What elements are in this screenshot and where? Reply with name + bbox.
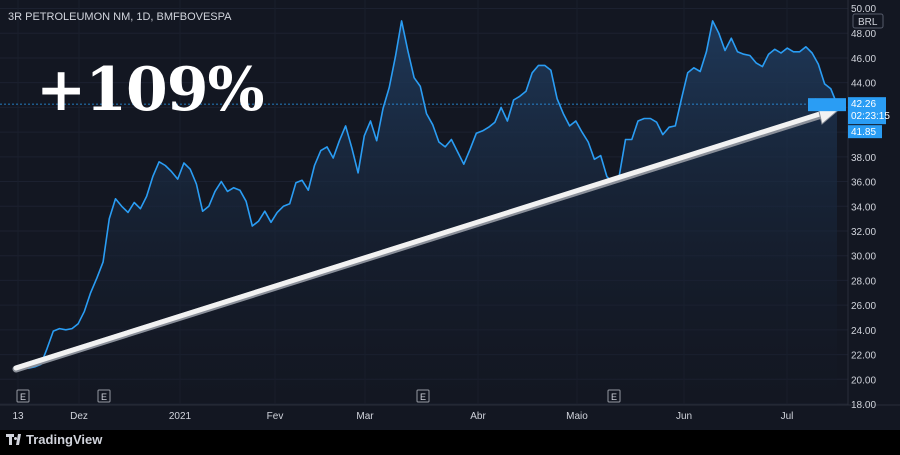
tradingview-logo-icon <box>6 434 21 445</box>
y-tick-label: 30.00 <box>851 252 876 263</box>
y-tick-label: 34.00 <box>851 202 876 213</box>
currency-label: BRL <box>858 17 878 28</box>
earnings-event-label: E <box>420 392 426 402</box>
x-tick-label: Jun <box>676 411 692 422</box>
ticker-badge <box>808 98 846 112</box>
y-tick-label: 48.00 <box>851 29 876 40</box>
x-tick-label: Mar <box>356 411 374 422</box>
brand-name: TradingView <box>26 432 103 447</box>
footer-bar <box>0 430 900 455</box>
y-tick-label: 32.00 <box>851 227 876 238</box>
x-tick-label: Maio <box>566 411 588 422</box>
low-price-label: 41.85 <box>851 127 876 138</box>
y-tick-label: 46.00 <box>851 54 876 65</box>
y-tick-label: 20.00 <box>851 375 876 386</box>
x-tick-label: 2021 <box>169 411 192 422</box>
price-chart[interactable]: 18.00 20.00 22.00 24.00 26.00 28.00 30.00 32.00… <box>0 0 900 430</box>
trend-arrow-shaft <box>13 109 829 371</box>
y-tick-label: 38.00 <box>851 153 876 164</box>
y-tick-label: 50.00 <box>851 4 876 15</box>
y-tick-label: 44.00 <box>851 79 876 90</box>
x-tick-label: Dez <box>70 411 88 422</box>
y-tick-label: 18.00 <box>851 400 876 411</box>
currency-badge[interactable] <box>852 13 884 29</box>
symbol-title: 3R PETROLEUMON NM, 1D, BMFBOVESPA <box>8 11 232 23</box>
performance-headline: +109% <box>36 55 265 125</box>
chart-area[interactable]: 18.00 20.00 22.00 24.00 26.00 28.00 30.00 32.00… <box>0 0 900 430</box>
y-tick-label: 24.00 <box>851 326 876 337</box>
x-tick-label: Abr <box>470 411 486 422</box>
y-tick-label: 26.00 <box>851 301 876 312</box>
y-tick-label: 36.00 <box>851 178 876 189</box>
earnings-event-marker[interactable] <box>97 389 111 403</box>
x-tick-label: 13 <box>12 411 24 422</box>
earnings-event-label: E <box>101 392 107 402</box>
earnings-event-marker[interactable] <box>416 389 430 403</box>
current-price-badge <box>848 97 886 125</box>
y-tick-label: 28.00 <box>851 276 876 287</box>
earnings-event-marker[interactable] <box>607 389 621 403</box>
price-area-fill <box>16 20 837 405</box>
price-line <box>16 20 838 369</box>
countdown-label: 02:23:15 <box>851 111 890 122</box>
x-tick-label: Fev <box>267 411 284 422</box>
current-price-label: 42.26 <box>851 99 876 110</box>
low-price-badge <box>848 125 882 139</box>
earnings-event-label: E <box>611 392 617 402</box>
tradingview-brand[interactable]: TradingView <box>6 432 102 447</box>
earnings-event-label: E <box>20 392 26 402</box>
earnings-event-marker[interactable] <box>16 389 30 403</box>
y-tick-label: 22.00 <box>851 351 876 362</box>
x-tick-label: Jul <box>781 411 794 422</box>
